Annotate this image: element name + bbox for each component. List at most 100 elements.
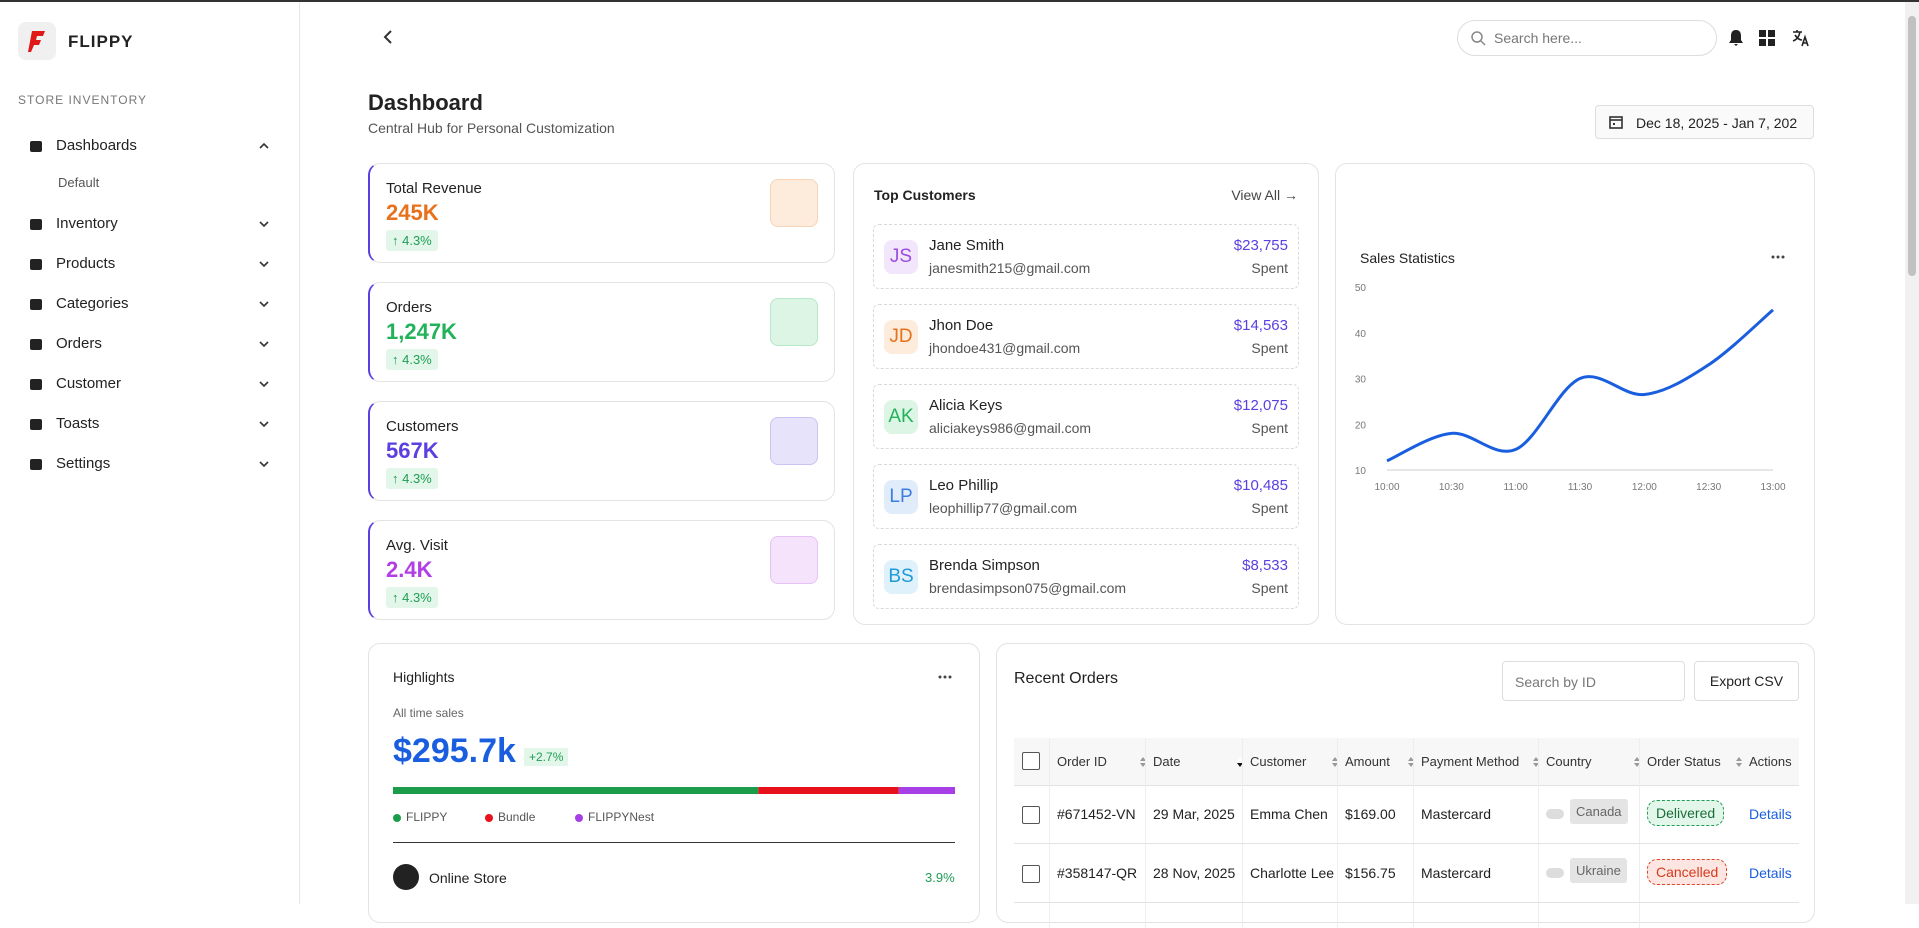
menu-item[interactable]: Toasts xyxy=(56,415,100,432)
cell: Mastercard xyxy=(1421,865,1492,881)
sort-icon[interactable] xyxy=(1139,756,1147,768)
legend-dot xyxy=(393,814,401,822)
menu-item[interactable]: Customer xyxy=(56,375,122,392)
view-all[interactable]: View All → xyxy=(1231,187,1298,203)
stat-value: 567K xyxy=(386,438,439,463)
order-search[interactable]: Search by ID xyxy=(1502,661,1685,701)
column-divider xyxy=(1145,738,1146,928)
chevron xyxy=(259,261,269,268)
page-title: Dashboard xyxy=(368,90,483,115)
menu-icon xyxy=(30,419,42,430)
sales-chart: 10 20 30 40 50 10:00 10:30 11:00 11:30 12:00 12:30… xyxy=(1355,283,1786,493)
date-picker[interactable]: Dec 18, 2025 - Jan 7, 202 xyxy=(1595,105,1814,139)
card-title: Recent Orders xyxy=(1014,670,1119,687)
sales-line xyxy=(1386,308,1774,463)
chevron-line xyxy=(259,261,269,268)
stat-label: Total Revenue xyxy=(386,180,482,197)
search-icon xyxy=(1471,31,1486,46)
column-header: Actions xyxy=(1749,754,1792,769)
top-border xyxy=(0,0,1919,2)
chevron-line xyxy=(259,221,269,228)
stat-value: 245K xyxy=(386,200,439,225)
menu-item[interactable]: Products xyxy=(56,255,116,272)
sort-down xyxy=(1332,763,1338,767)
y-tick-label: 50 xyxy=(1355,283,1367,294)
sort-icon[interactable] xyxy=(1236,756,1244,768)
export-button[interactable]: Export CSV xyxy=(1694,661,1799,701)
stat-label: Orders xyxy=(386,299,432,316)
bell-icon[interactable] xyxy=(1726,28,1746,48)
sort-icon[interactable] xyxy=(1735,756,1743,768)
avatar: AK xyxy=(884,400,918,434)
column-divider xyxy=(1337,738,1338,928)
stat-card: Avg. Visit 2.4K ↑ 4.3% xyxy=(368,520,835,620)
sort-icon[interactable] xyxy=(1633,756,1641,768)
menu-icon xyxy=(30,459,42,470)
bar-segment xyxy=(898,787,955,794)
cell: Emma Chen xyxy=(1250,806,1328,822)
column-header: Order Status xyxy=(1647,754,1721,769)
column-header: Customer xyxy=(1250,754,1307,769)
details-link[interactable]: Details xyxy=(1749,865,1792,881)
checkbox[interactable] xyxy=(1022,806,1040,824)
details-link[interactable]: Details xyxy=(1749,806,1792,822)
customer-amount: $14,563 xyxy=(1233,317,1288,334)
menu-item[interactable]: Orders xyxy=(56,335,102,352)
back-button[interactable] xyxy=(378,27,398,47)
customer-email: jhondoe431@gmail.com xyxy=(929,340,1081,356)
country-chip: Ukraine xyxy=(1570,858,1627,883)
brand: FLIPPY xyxy=(68,32,134,51)
chevron xyxy=(259,221,269,228)
menu-item[interactable]: Categories xyxy=(56,295,129,312)
menu-icon xyxy=(30,299,42,310)
chevron-line xyxy=(259,421,269,428)
country-toggle xyxy=(1546,809,1564,819)
chevron-line xyxy=(259,301,269,308)
more-icon[interactable] xyxy=(937,674,953,680)
bar-segment xyxy=(393,787,759,794)
sort-down xyxy=(1408,763,1414,767)
more-icon[interactable] xyxy=(1770,254,1786,260)
stat-label: Customers xyxy=(386,418,459,435)
sort-icon[interactable] xyxy=(1331,756,1339,768)
row-divider xyxy=(1014,902,1799,903)
stat-label: Avg. Visit xyxy=(386,537,448,554)
checkbox[interactable] xyxy=(1022,865,1040,883)
sort-icon[interactable] xyxy=(1532,756,1540,768)
stat-icon xyxy=(770,298,818,346)
column-header: Country xyxy=(1546,754,1592,769)
store-name: Online Store xyxy=(429,870,507,886)
x-tick-label: 10:30 xyxy=(1439,482,1464,493)
translate-icon[interactable] xyxy=(1791,28,1811,48)
cell: $169.00 xyxy=(1345,806,1396,822)
menu-item[interactable]: Dashboards xyxy=(56,137,137,154)
store-icon xyxy=(393,864,419,890)
recent-orders-card: Recent Orders Search by ID Export CSV Or… xyxy=(996,643,1815,928)
sort-down xyxy=(1736,763,1742,767)
apps-icon[interactable] xyxy=(1758,29,1776,47)
checkbox[interactable] xyxy=(1022,752,1040,770)
submenu-item[interactable]: Default xyxy=(58,175,100,190)
caption: All time sales xyxy=(393,706,464,720)
legend-label: Bundle xyxy=(498,810,536,824)
sort-down xyxy=(1533,763,1539,767)
top-customers-card: Top Customers View All → JS Jane Smith jan… xyxy=(853,163,1319,625)
menu-item[interactable]: Settings xyxy=(56,455,111,472)
customer-row: BS Brenda Simpson brendasimpson075@gmail.c… xyxy=(873,544,1299,609)
x-tick-label: 13:00 xyxy=(1760,482,1785,493)
column-header: Amount xyxy=(1345,754,1390,769)
chevron xyxy=(259,341,269,348)
x-tick-label: 12:30 xyxy=(1696,482,1721,493)
sort-icon[interactable] xyxy=(1407,756,1415,768)
sidebar: FLIPPY STORE INVENTORY Dashboards Default… xyxy=(0,2,300,904)
customer-email: leophillip77@gmail.com xyxy=(929,500,1078,516)
section-label: STORE INVENTORY xyxy=(18,93,148,107)
sales-split-bar xyxy=(393,787,955,794)
menu-item[interactable]: Inventory xyxy=(56,215,118,232)
x-tick-label: 12:00 xyxy=(1632,482,1657,493)
search-box[interactable]: Search here... xyxy=(1457,20,1717,56)
stat-value: 1,247K xyxy=(386,319,457,344)
y-tick-label: 30 xyxy=(1355,375,1367,386)
customer-name: Brenda Simpson xyxy=(929,557,1040,574)
